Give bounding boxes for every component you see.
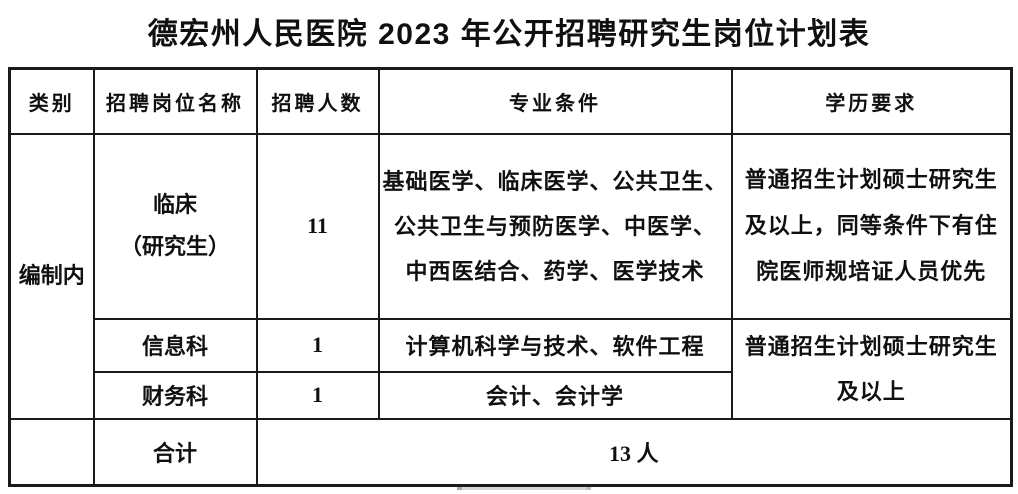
header-cell-major-requirement: 专业条件 [377, 67, 733, 135]
header-cell-category: 类别 [8, 67, 95, 135]
position-cell-information: 信息科 [92, 317, 258, 373]
major-cell-clinical: 基础医学、临床医学、公共卫生、 公共卫生与预防医学、中医学、 中西医结合、药学、… [377, 132, 733, 320]
education-cell-information-finance: 普通招生计划硕士研究生 及以上 [730, 317, 1013, 420]
header-cell-position-name: 招聘岗位名称 [92, 67, 258, 135]
major-cell-information: 计算机科学与技术、软件工程 [377, 317, 733, 373]
table-header-row: 类别 招聘岗位名称 招聘人数 专业条件 学历要求 [8, 67, 1013, 135]
position-cell-finance: 财务科 [92, 370, 258, 420]
header-cell-education-requirement: 学历要求 [730, 67, 1013, 135]
total-value-cell: 13 人 [255, 417, 1013, 487]
table-row-information: 信息科 1 计算机科学与技术、软件工程 普通招生计划硕士研究生 及以上 [10, 317, 1013, 420]
table-row-total: 合计 13 人 [8, 417, 1013, 487]
category-group-cell: 编制内 [8, 132, 95, 420]
table-row-clinical: 编制内 临床 （研究生） 11 基础医学、临床医学、公共卫生、 公共卫生与预防医… [8, 132, 1013, 420]
total-empty-category-cell [8, 417, 95, 487]
total-label-cell: 合计 [92, 417, 258, 487]
header-cell-headcount: 招聘人数 [255, 67, 380, 135]
table-row-finance: 财务科 1 会计、会计学 [10, 370, 1012, 420]
headcount-cell-information: 1 [255, 317, 380, 373]
page-title: 德宏州人民医院 2023 年公开招聘研究生岗位计划表 [147, 18, 871, 51]
scan-artifact-bar [457, 487, 591, 490]
position-cell-clinical: 临床 （研究生） [92, 132, 258, 320]
education-cell-clinical: 普通招生计划硕士研究生 及以上，同等条件下有住 院医师规培证人员优先 [730, 132, 1013, 320]
major-cell-finance: 会计、会计学 [377, 370, 733, 420]
headcount-cell-clinical: 11 [255, 132, 380, 320]
recruitment-plan-table: 类别 招聘岗位名称 招聘人数 专业条件 学历要求 编制内 临床 （研究生） 11… [8, 67, 1013, 487]
headcount-cell-finance: 1 [255, 370, 380, 420]
